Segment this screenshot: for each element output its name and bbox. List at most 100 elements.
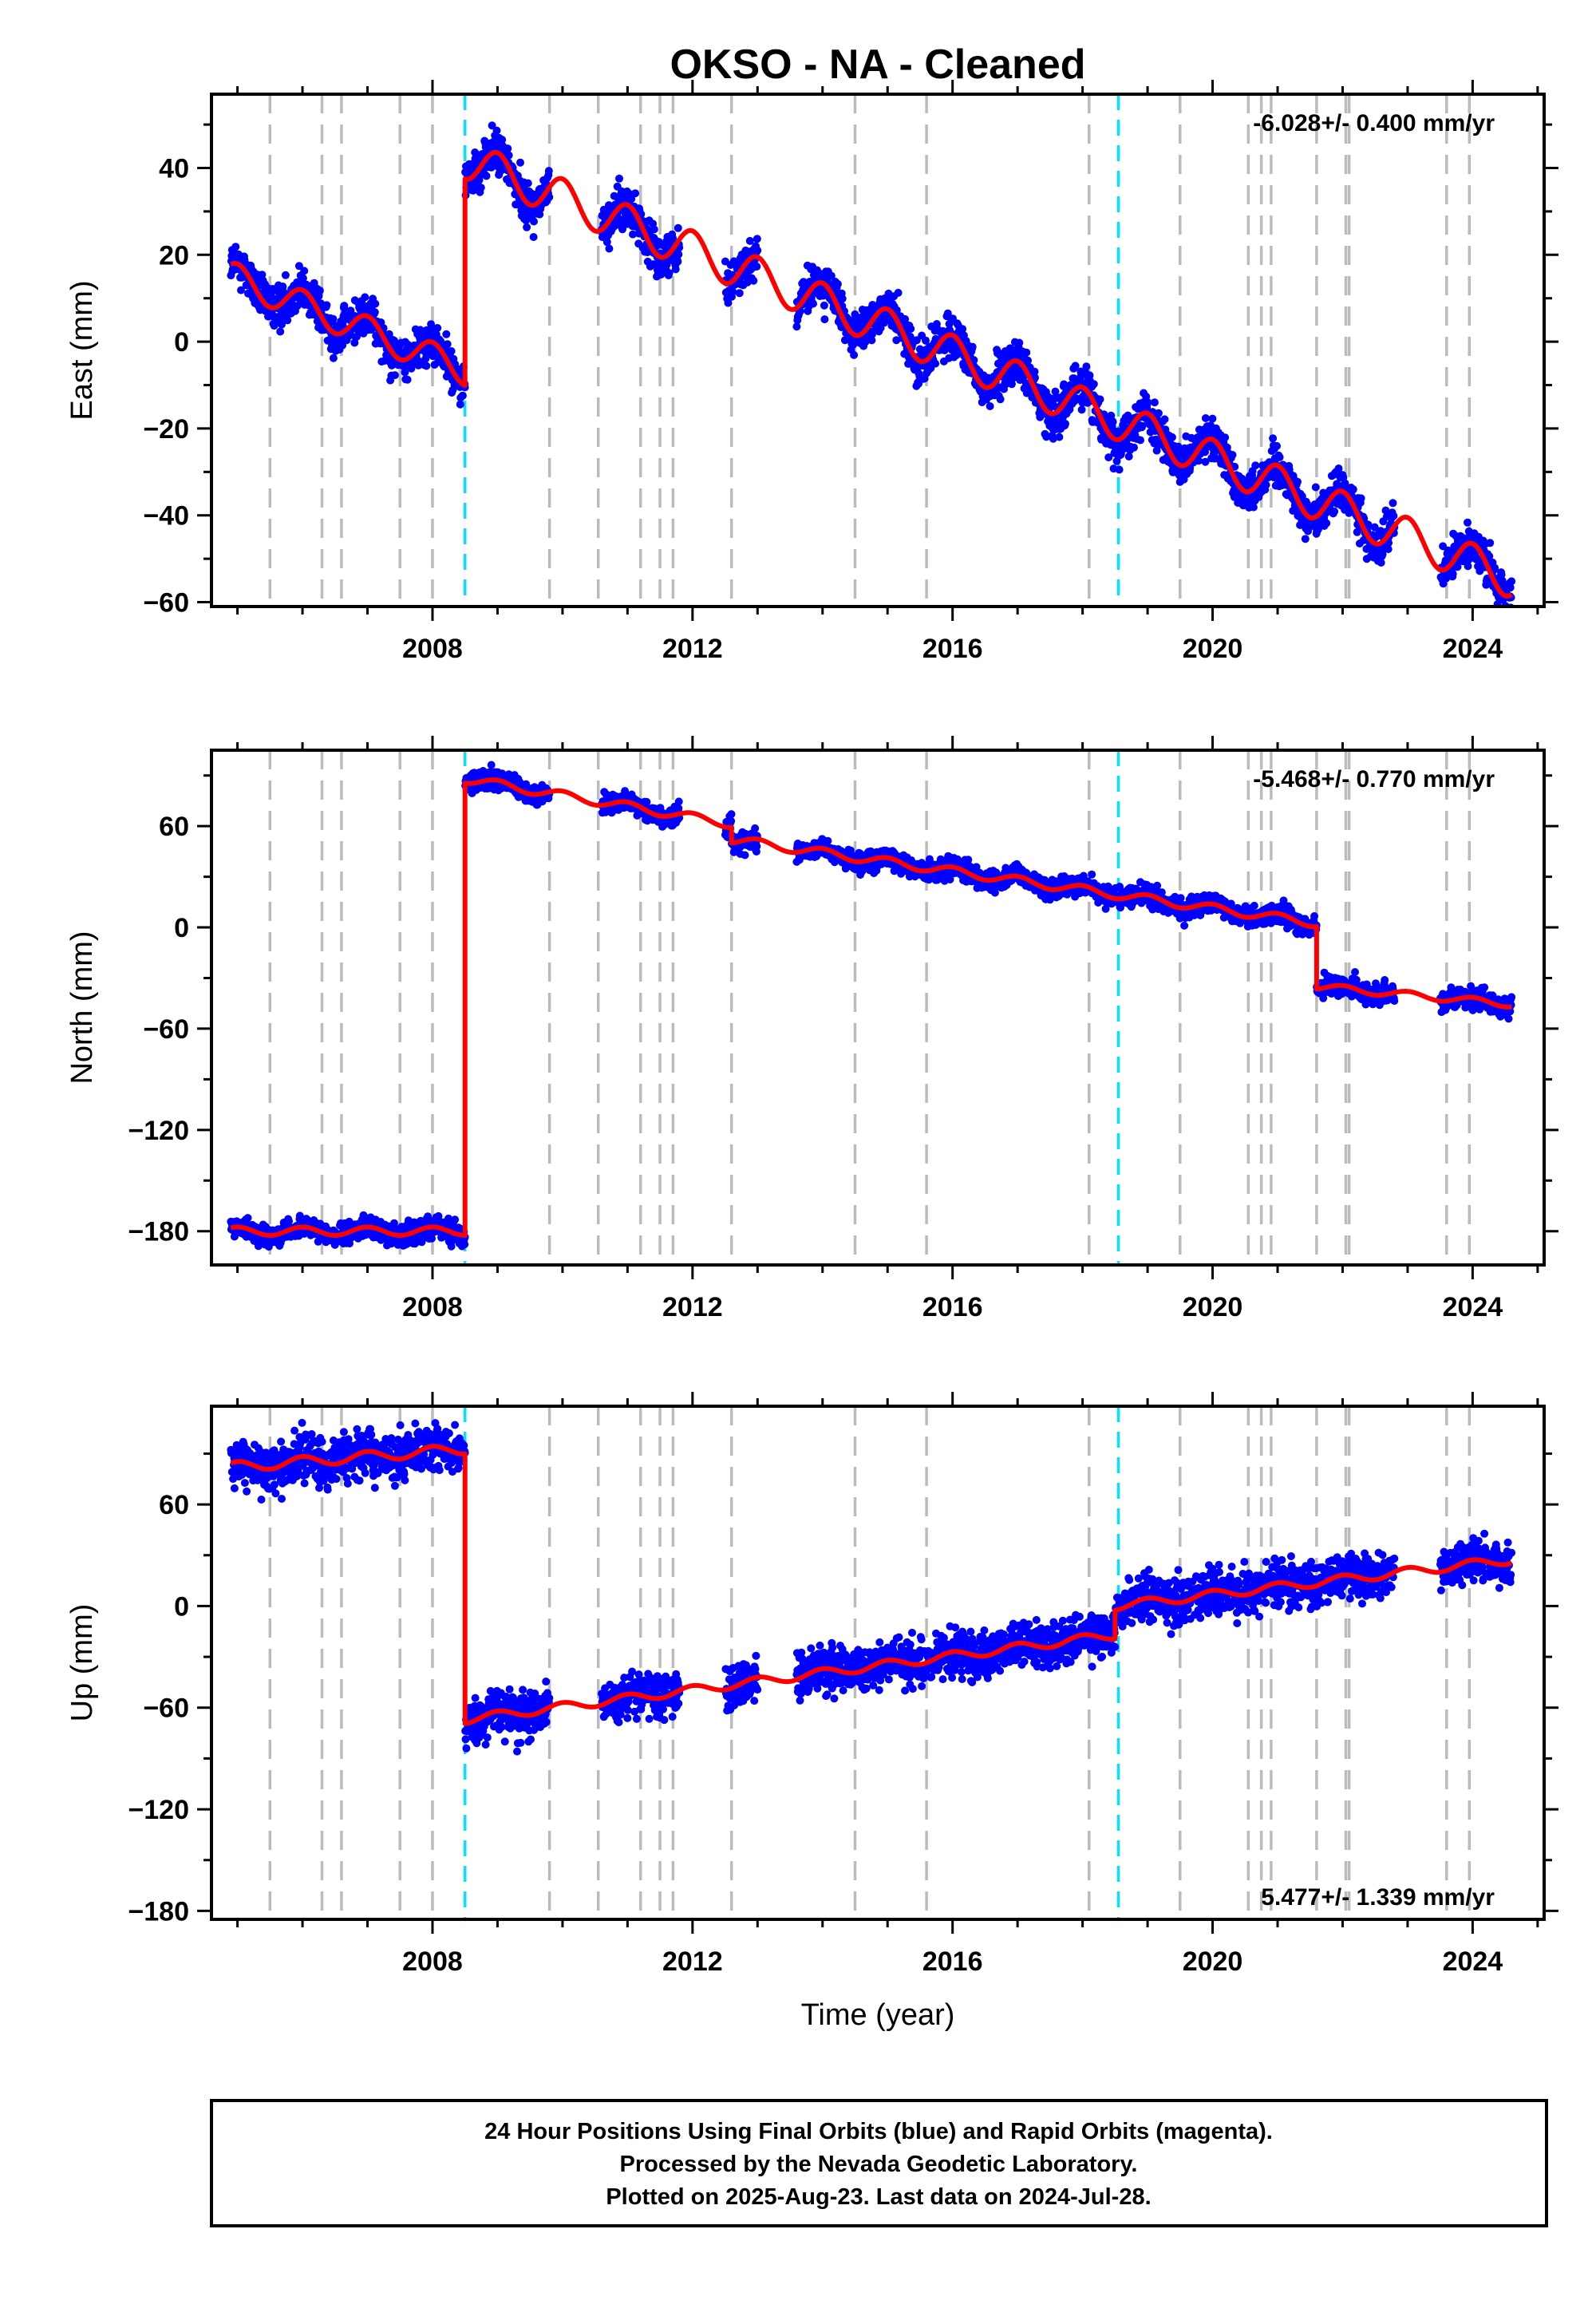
data-point — [838, 294, 847, 303]
x-tick-label: 2020 — [1183, 634, 1243, 664]
data-point — [1096, 395, 1104, 404]
chart-title: OKSO - NA - Cleaned — [670, 41, 1085, 88]
data-point — [892, 336, 901, 345]
data-point — [996, 395, 1005, 404]
data-point — [986, 402, 994, 410]
y-tick-label: 40 — [159, 153, 189, 184]
data-point — [530, 217, 538, 226]
data-point — [833, 279, 842, 288]
data-point — [1301, 535, 1310, 543]
data-point — [749, 276, 758, 285]
data-point — [867, 336, 876, 345]
data-point — [451, 1215, 460, 1224]
data-point — [1138, 421, 1147, 430]
data-point — [329, 354, 338, 362]
data-point — [1022, 348, 1031, 357]
y-tick-label: 20 — [159, 240, 189, 271]
data-point — [627, 195, 636, 204]
data-point — [674, 250, 683, 259]
data-point — [443, 340, 452, 349]
data-point — [1077, 405, 1086, 414]
data-point — [1124, 453, 1133, 460]
data-point — [1330, 507, 1339, 516]
data-point — [294, 262, 303, 271]
data-point — [1249, 503, 1258, 512]
data-point — [492, 126, 501, 135]
data-point — [498, 136, 507, 144]
data-point — [820, 301, 828, 310]
data-point — [416, 326, 425, 334]
data-point — [753, 263, 761, 271]
data-point — [958, 325, 967, 334]
data-point — [1269, 434, 1278, 443]
data-point — [1201, 414, 1210, 422]
data-point — [523, 179, 532, 188]
data-point — [1201, 457, 1210, 466]
data-point — [447, 347, 456, 355]
data-point — [487, 761, 496, 769]
data-point — [615, 174, 623, 183]
data-point — [504, 151, 513, 160]
data-point — [370, 308, 379, 317]
data-point — [1071, 362, 1080, 370]
data-point — [931, 359, 940, 368]
data-point — [1228, 451, 1237, 459]
data-point — [1007, 380, 1016, 389]
data-point — [968, 342, 977, 351]
data-point — [605, 244, 614, 253]
data-point — [1353, 528, 1361, 536]
data-point — [456, 400, 464, 409]
data-point — [1507, 577, 1516, 586]
data-point — [907, 325, 915, 333]
data-point — [1208, 414, 1217, 423]
data-point — [1311, 483, 1320, 492]
data-point — [729, 287, 737, 296]
data-point — [724, 298, 733, 307]
data-point — [809, 299, 817, 308]
data-point — [642, 797, 651, 806]
data-point — [279, 283, 287, 290]
data-point — [674, 223, 682, 232]
rate-label: -6.028+/- 0.400 mm/yr — [1253, 110, 1495, 136]
data-point — [964, 856, 973, 864]
data-point — [516, 158, 524, 167]
data-point — [665, 269, 674, 278]
data-point — [1049, 434, 1057, 443]
data-point — [401, 368, 409, 377]
data-point — [523, 223, 531, 231]
data-point — [283, 316, 292, 325]
data-point — [631, 189, 640, 198]
data-point — [1108, 417, 1117, 426]
data-point — [258, 271, 267, 279]
data-point — [293, 302, 302, 310]
data-point — [1024, 356, 1032, 365]
data-point — [482, 172, 491, 180]
east-mm-axis-label: East (mm) — [65, 280, 99, 420]
data-point — [544, 167, 553, 176]
data-point — [385, 330, 393, 338]
data-point — [629, 230, 637, 239]
data-point — [442, 330, 451, 338]
data-point — [458, 391, 467, 400]
data-point — [1030, 367, 1039, 376]
data-point — [1389, 512, 1398, 520]
data-point — [1060, 380, 1069, 389]
x-tick-label: 2024 — [1443, 634, 1503, 664]
data-point — [422, 362, 431, 370]
data-point — [674, 797, 683, 806]
data-point — [827, 271, 836, 280]
data-point — [1167, 433, 1176, 441]
data-point — [1262, 480, 1270, 489]
plot-area — [227, 94, 1516, 607]
data-point — [1357, 494, 1365, 503]
data-point — [340, 302, 349, 310]
data-point — [1195, 456, 1203, 465]
data-point — [504, 144, 512, 153]
data-point — [281, 271, 290, 279]
data-point — [1154, 409, 1163, 417]
data-point — [231, 243, 240, 251]
data-point — [735, 289, 744, 298]
data-point — [850, 350, 859, 359]
